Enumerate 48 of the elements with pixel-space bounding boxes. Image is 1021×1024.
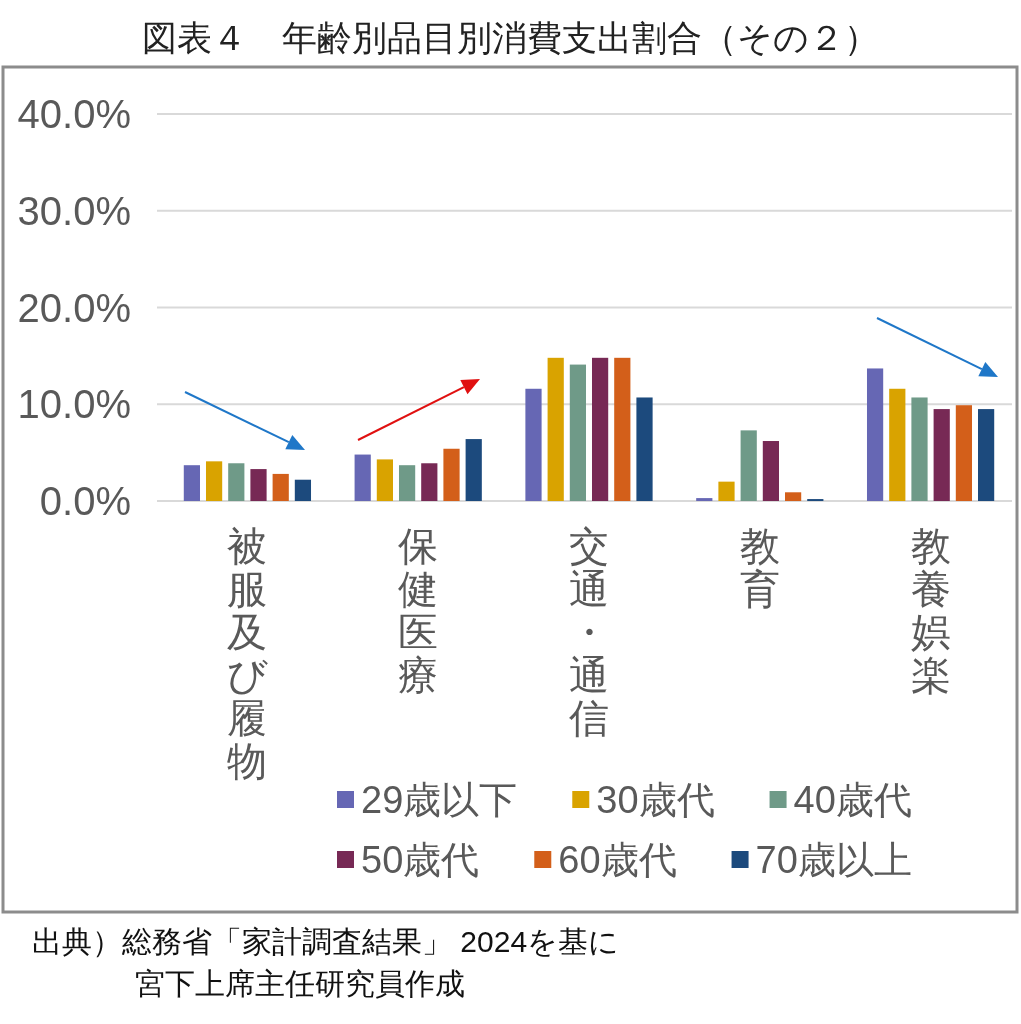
legend-label: 70歳以上 [755,839,912,881]
bar [294,479,312,501]
x-tick-label: 保健医療 [398,524,439,697]
x-tick-label: 教養娯楽 [910,524,951,697]
bar [911,397,928,501]
bar [614,357,631,501]
bar [547,357,564,501]
bar [465,439,482,501]
legend-label: 60歳代 [558,839,677,881]
bar [762,441,780,501]
bar [272,473,289,501]
bar [978,409,995,501]
bar [250,469,267,501]
bar [696,498,713,501]
bar [421,463,438,501]
y-tick-label: 40.0% [17,92,131,136]
bar [718,481,735,501]
chart-title: 図表４ 年齢別品目別消費支出割合（その２） [141,18,879,57]
bar [398,465,416,501]
bar [354,454,371,501]
bar [205,461,223,501]
bar [376,459,393,501]
y-tick-label: 20.0% [17,285,131,330]
bar [443,448,460,501]
legend-label: 50歳代 [361,839,480,881]
bar [740,430,757,501]
legend-label: 29歳以下 [361,779,518,821]
x-tick-label: 被服及び履物 [226,524,268,783]
x-tick-label: 交通・通信 [569,524,609,740]
legend-label: 40歳代 [793,779,912,821]
legend-label: 30歳代 [596,779,715,821]
x-tick-label: 教育 [739,524,780,611]
bar [183,465,200,501]
bar [955,405,973,501]
source-note: 出典）総務省「家計調査結果」 2024を基に [32,925,620,958]
bar [525,388,542,501]
bar [569,364,586,501]
bar [636,397,653,501]
bar [889,388,906,501]
bar [866,368,884,501]
bar [933,409,950,501]
y-tick-label: 30.0% [17,188,131,233]
y-tick-label: 10.0% [17,382,131,427]
y-tick-label: 0.0% [39,479,131,523]
bar [592,357,609,501]
bar [785,492,802,501]
bar [228,463,245,501]
text: 宮下上席主任研究員作成 [135,967,465,1000]
